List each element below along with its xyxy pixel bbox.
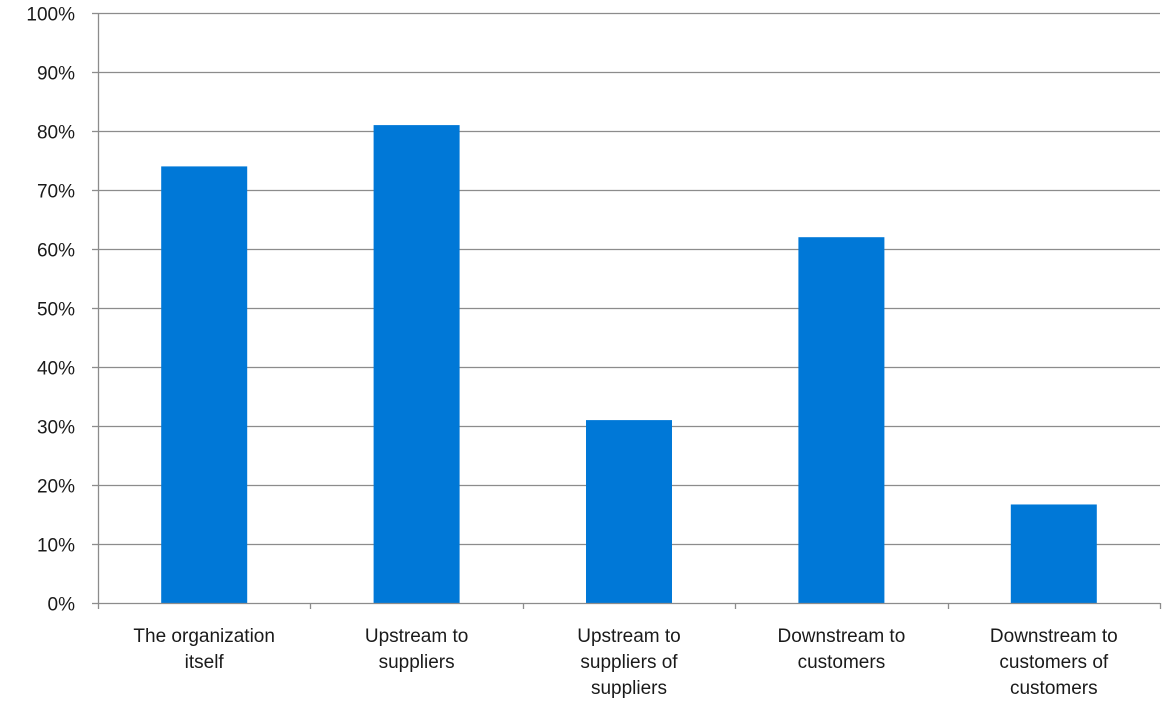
y-tick-label: 60% [37,241,75,262]
y-tick-label: 10% [37,536,75,557]
x-tick-label: Downstream to customers of customers [989,626,1118,699]
y-tick-label: 40% [37,359,75,380]
x-tick-label: Upstream to suppliers of suppliers [577,626,681,699]
bar [586,420,672,603]
y-tick-label: 50% [37,300,75,321]
axes [92,12,1162,609]
bars [161,125,1097,603]
y-tick-label: 80% [37,123,75,144]
bar [161,166,248,603]
x-tick-label: Upstream to suppliers [364,626,469,673]
y-tick-label: 100% [26,5,75,26]
y-tick-label: 90% [37,64,75,85]
x-tick-label: Downstream to customers [777,626,906,673]
gridlines [98,12,1160,546]
bar [1010,504,1097,603]
y-tick-label: 20% [37,477,75,498]
y-tick-label: 0% [48,595,76,616]
y-axis-tick-labels: 0% 10% 20% 30% 40% 50% 60% 70% 80% 90% 100% [26,5,75,616]
y-tick-label: 30% [37,418,75,439]
bar [373,125,460,603]
x-tick-label: The organization itself [133,626,275,673]
y-tick-label: 70% [37,182,75,203]
bar [798,237,885,603]
